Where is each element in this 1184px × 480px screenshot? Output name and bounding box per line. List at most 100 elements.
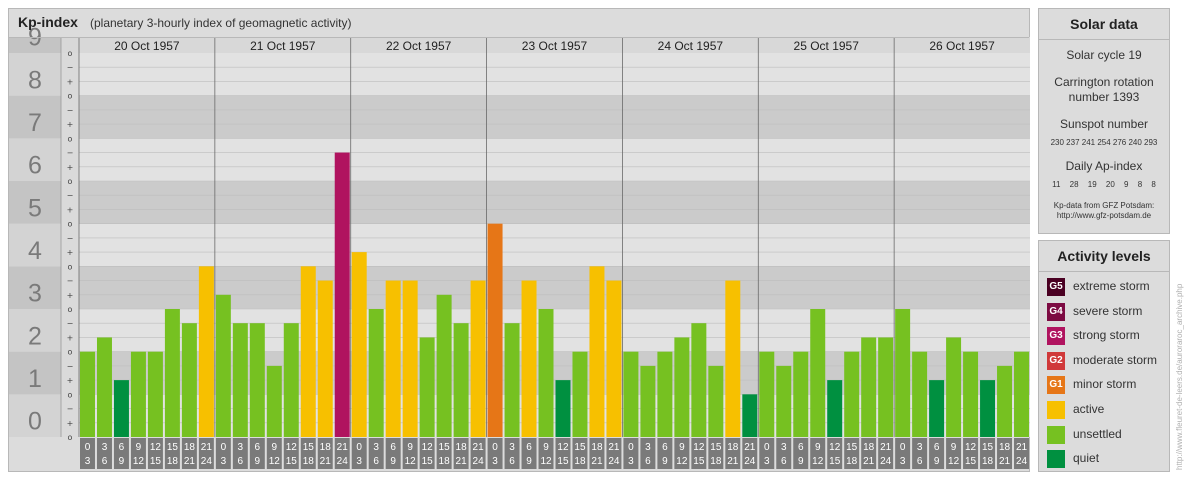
kp-bar xyxy=(963,351,979,437)
kp-bar xyxy=(334,152,350,438)
hour-box xyxy=(266,438,282,469)
hour-start-label: 12 xyxy=(693,442,705,453)
hour-end-label: 12 xyxy=(812,456,824,467)
hour-start-label: 3 xyxy=(373,442,379,453)
y-band xyxy=(79,95,1030,139)
hour-box xyxy=(351,438,367,469)
y-band-label-bg xyxy=(9,95,61,139)
hour-start-label: 9 xyxy=(136,442,142,453)
hour-box xyxy=(861,438,877,469)
y-band-label-bg xyxy=(9,266,61,309)
kp-bar xyxy=(759,351,775,437)
legend-swatch: G5 xyxy=(1047,278,1065,296)
hour-start-label: 6 xyxy=(662,442,668,453)
data-source-link[interactable]: http://www.gfz-potsdam.de xyxy=(1056,211,1152,220)
sub-tick-label: o xyxy=(68,390,73,399)
kp-bar xyxy=(980,380,996,437)
hour-start-label: 12 xyxy=(965,442,977,453)
hour-end-label: 15 xyxy=(286,456,298,467)
hour-box xyxy=(130,438,146,469)
sub-tick-label: + xyxy=(67,376,74,385)
hour-start-label: 3 xyxy=(645,442,651,453)
kp-bar xyxy=(742,394,758,437)
hour-box xyxy=(708,438,724,469)
hour-box xyxy=(317,438,333,469)
legend-label: severe storm xyxy=(1073,303,1143,318)
y-band-label-bg xyxy=(9,394,61,437)
chart-subtitle: (planetary 3-hourly index of geomagnetic… xyxy=(90,16,352,30)
y-band xyxy=(79,223,1030,267)
y-tick-label: 5 xyxy=(28,194,42,222)
hour-box xyxy=(198,438,214,469)
hour-box xyxy=(827,438,843,469)
hour-start-label: 9 xyxy=(951,442,957,453)
hour-end-label: 9 xyxy=(119,456,125,467)
legend-swatch xyxy=(1047,400,1065,419)
legend-label: unsettled xyxy=(1073,426,1122,441)
hour-end-label: 9 xyxy=(798,456,804,467)
hour-end-label: 21 xyxy=(727,456,739,467)
hour-box xyxy=(147,438,163,469)
y-band-label-bg xyxy=(9,138,61,181)
hour-end-label: 12 xyxy=(405,456,417,467)
hour-end-label: 6 xyxy=(102,456,108,467)
kp-bar xyxy=(827,380,843,437)
hour-box xyxy=(368,438,384,469)
hour-box xyxy=(776,438,792,469)
hour-end-label: 12 xyxy=(269,456,281,467)
hour-start-label: 21 xyxy=(337,442,349,453)
hour-start-label: 0 xyxy=(221,442,227,453)
day-label: 24 Oct 1957 xyxy=(658,39,724,53)
day-label: 25 Oct 1957 xyxy=(794,39,860,53)
kp-bar xyxy=(351,252,367,437)
kp-bar xyxy=(674,337,690,437)
hour-start-label: 9 xyxy=(679,442,685,453)
solar-cycle: Solar cycle 19 xyxy=(1066,48,1142,62)
hour-start-label: 12 xyxy=(422,442,434,453)
hour-box xyxy=(436,438,452,469)
hour-start-label: 3 xyxy=(917,442,923,453)
hour-end-label: 15 xyxy=(422,456,434,467)
kp-bar xyxy=(215,294,231,437)
hour-start-label: 18 xyxy=(727,442,739,453)
hour-end-label: 15 xyxy=(829,456,841,467)
hour-end-label: 24 xyxy=(473,456,485,467)
hour-start-label: 15 xyxy=(439,442,451,453)
hour-end-label: 24 xyxy=(201,456,213,467)
y-tick-label: 8 xyxy=(28,66,42,94)
date-header-band xyxy=(61,37,1030,53)
hour-box xyxy=(470,438,486,469)
sub-tick-label: + xyxy=(67,77,74,86)
kp-bar xyxy=(402,280,418,437)
kp-bar xyxy=(198,266,214,437)
hour-box xyxy=(249,438,265,469)
hour-end-label: 9 xyxy=(390,456,396,467)
y-tick-label: 0 xyxy=(28,408,42,436)
hour-box xyxy=(878,438,894,469)
hour-start-label: 0 xyxy=(628,442,634,453)
hour-start-label: 6 xyxy=(390,442,396,453)
kp-bar xyxy=(521,280,537,437)
kp-bar xyxy=(130,351,146,437)
hour-box xyxy=(419,438,435,469)
y-tick-label: 4 xyxy=(28,237,42,265)
activity-levels-heading: Activity levels xyxy=(1039,241,1169,272)
hour-start-label: 0 xyxy=(492,442,498,453)
hour-start-label: 21 xyxy=(473,442,485,453)
hour-start-label: 0 xyxy=(85,442,91,453)
kp-bar xyxy=(504,323,520,437)
kp-bar xyxy=(844,351,860,437)
kp-bar xyxy=(419,337,435,437)
sub-tick-label: o xyxy=(68,348,73,357)
kp-chart-panel: 0 1 2 3 4 5 6 7 8 9 o + − o + − o + − o + − o + − o + − o + − o + − o + − o 20… xyxy=(8,8,1030,472)
legend-label: active xyxy=(1073,401,1105,416)
hour-start-label: 15 xyxy=(846,442,858,453)
legend-swatch: G4 xyxy=(1047,302,1065,321)
hour-start-label: 9 xyxy=(543,442,549,453)
kp-bar xyxy=(453,323,469,437)
legend-label: minor storm xyxy=(1073,377,1137,392)
hour-end-label: 21 xyxy=(320,456,332,467)
y-band xyxy=(79,53,1030,96)
hour-end-label: 3 xyxy=(85,456,91,467)
hour-box xyxy=(946,438,962,469)
